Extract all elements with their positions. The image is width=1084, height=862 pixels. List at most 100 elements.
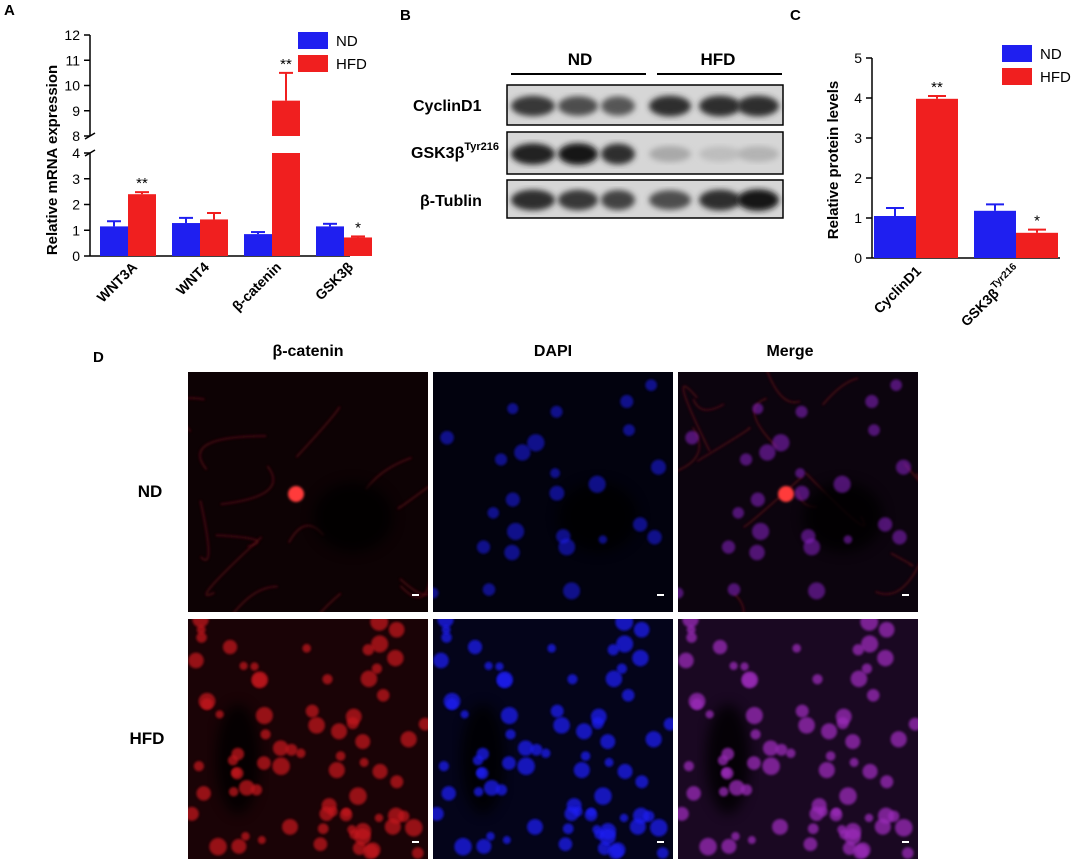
microscopy-scale-bar	[902, 594, 909, 596]
microscopy-nucleus	[895, 459, 912, 475]
microscopy-nucleus	[272, 757, 290, 776]
microscopy-nucleus	[564, 806, 579, 821]
microscopy-membrane	[742, 475, 804, 529]
microscopy-nucleus	[865, 394, 879, 409]
microscopy-nucleus	[355, 734, 371, 750]
blot-row-label-cyclind1: CyclinD1	[413, 98, 482, 115]
microscopy-nucleus	[517, 757, 535, 776]
panel-c-category-labels: CyclinD1 GSK3βTyr216	[870, 261, 1019, 329]
panel-a-bar-hfd	[128, 194, 156, 256]
microscopy-scale-bar	[657, 594, 664, 596]
panel-c-ytick-label: 1	[854, 210, 862, 226]
panel-a-bars	[100, 71, 372, 256]
blot-band	[601, 96, 635, 116]
panel-c-significance-marker: *	[1034, 213, 1040, 230]
microscopy-nucleus	[629, 818, 646, 835]
microscopy-nucleus	[649, 818, 668, 837]
microscopy-image-hfd-merge	[678, 619, 918, 859]
microscopy-nucleus	[252, 673, 267, 688]
microscopy-nucleus	[495, 662, 504, 671]
panel-a-bar-hfd	[272, 100, 300, 136]
microscopy-nucleus	[215, 710, 224, 719]
microscopy-nucleus	[705, 710, 714, 719]
microscopy-membrane	[188, 397, 205, 433]
microscopy-nucleus	[563, 582, 581, 600]
panel-a-significance: *****	[136, 56, 361, 237]
panel-a-ylabel: Relative mRNA expression	[44, 65, 61, 255]
microscopy-nucleus	[750, 729, 761, 740]
panel-b-western-blot: ND HFD CyclinD1 GSK3βTyr216 β-Tublin	[411, 50, 784, 219]
microscopy-nucleus	[798, 716, 815, 734]
microscopy-nucleus	[833, 475, 851, 493]
microscopy-nucleus	[699, 837, 717, 856]
microscopy-nucleus	[786, 748, 796, 758]
microscopy-membrane	[205, 536, 263, 597]
microscopy-nucleus	[852, 644, 864, 656]
blot-band	[558, 96, 598, 116]
microscopy-nucleus	[441, 625, 451, 635]
blot-row-label-tubulin: β-Tublin	[420, 193, 482, 210]
microscopy-nucleus	[476, 747, 490, 761]
panel-a-legend-hfd: HFD	[336, 56, 367, 73]
microscopy-nucleus	[482, 583, 496, 596]
blot-band	[511, 143, 555, 165]
microscopy-nucleus	[374, 813, 384, 823]
microscopy-nucleus	[721, 540, 736, 554]
panel-a-legend-nd: ND	[336, 33, 358, 50]
panel-c-tick-labels: 0 1 2 3 4 5	[854, 50, 862, 266]
microscopy-nucleus	[808, 582, 826, 600]
microscopy-nucleus	[588, 475, 606, 493]
microscopy-nucleus	[721, 767, 734, 780]
panel-a-bar-nd	[316, 226, 344, 256]
microscopy-nucleus	[370, 619, 389, 631]
microscopy-nucleus	[483, 779, 500, 796]
microscopy-nucleus	[231, 747, 245, 761]
panel-a-category-label: GSK3β	[312, 258, 357, 303]
blot-band	[699, 189, 741, 211]
microscopy-nucleus	[682, 619, 699, 628]
microscopy-nucleus	[663, 717, 673, 731]
microscopy-nucleus	[844, 828, 861, 846]
microscopy-nucleus	[749, 544, 765, 561]
microscopy-nucleus	[745, 707, 763, 725]
microscopy-nucleus	[384, 818, 401, 835]
panel-a-ytick-label: 0	[72, 248, 80, 264]
microscopy-membrane	[696, 426, 751, 463]
microscopy-nucleus	[196, 632, 207, 643]
microscopy-nucleus	[683, 761, 695, 772]
panel-c-legend-hfd-swatch	[1002, 68, 1032, 85]
microscopy-nucleus	[308, 716, 325, 734]
microscopy-image-nd-dapi	[433, 372, 673, 612]
microscopy-nucleus	[238, 779, 255, 796]
blot-band	[737, 189, 779, 211]
microscopy-nucleus	[605, 670, 623, 688]
microscopy-nucleus	[484, 661, 493, 671]
microscopy-nucleus	[550, 405, 563, 418]
microscopy-nucleus	[460, 710, 469, 719]
microscopy-nucleus	[573, 762, 590, 779]
microscopy-nucleus	[829, 808, 843, 822]
panel-letter-a: A	[4, 2, 15, 19]
microscopy-membrane	[399, 577, 428, 596]
microscopy-nucleus	[467, 639, 483, 655]
microscopy-nucleus	[792, 643, 801, 653]
microscopy-nucleus	[750, 492, 765, 507]
microscopy-nucleus	[257, 756, 271, 770]
microscopy-membrane	[233, 585, 278, 612]
microscopy-nucleus	[620, 394, 634, 409]
microscopy-nucleus	[621, 689, 635, 702]
microscopy-nucleus	[502, 836, 511, 845]
microscopy-nucleus	[647, 530, 662, 545]
microscopy-nucleus	[285, 743, 298, 756]
panel-c-ytick-label: 5	[854, 50, 862, 66]
microscopy-nucleus	[349, 787, 367, 805]
microscopy-nucleus	[691, 698, 703, 710]
microscopy-nucleus	[901, 847, 914, 859]
microscopy-nucleus	[608, 844, 624, 859]
microscopy-nucleus	[795, 468, 806, 479]
microscopy-nucleus	[562, 823, 574, 835]
microscopy-nucleus	[616, 635, 634, 653]
microscopy-nucleus	[486, 832, 495, 841]
